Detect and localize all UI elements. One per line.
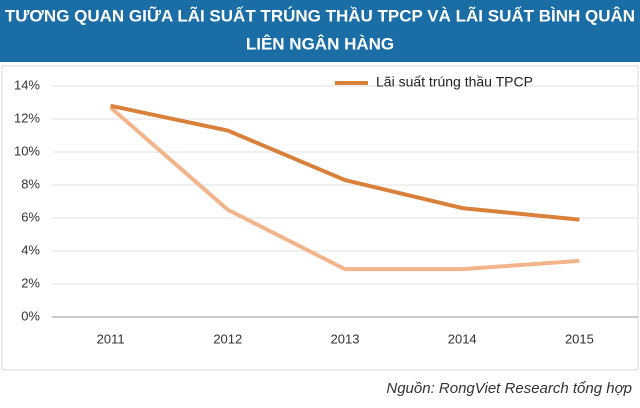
x-tick-label: 2013 — [331, 331, 360, 346]
x-tick-label: 2015 — [565, 331, 594, 346]
y-tick-label: 2% — [21, 275, 40, 290]
y-tick-label: 8% — [21, 176, 40, 191]
series-line — [110, 103, 580, 222]
y-tick-label: 4% — [21, 242, 40, 257]
x-tick-label: 2014 — [448, 331, 477, 346]
y-tick-label: 0% — [21, 308, 40, 323]
y-tick-label: 12% — [14, 110, 40, 125]
legend-label: Lãi suất trúng thầu TPCP — [376, 74, 533, 90]
y-tick-label: 10% — [14, 143, 40, 158]
y-tick-label: 14% — [14, 77, 40, 92]
series-line — [109, 105, 580, 272]
title-band — [0, 0, 640, 62]
chart-subtitle: LIÊN NGÂN HÀNG — [246, 34, 394, 53]
chart-title: TƯƠNG QUAN GIỮA LÃI SUẤT TRÚNG THẦU TPCP… — [5, 5, 635, 25]
source-note: Nguồn: RongViet Research tổng hợp — [386, 380, 632, 397]
x-tick-label: 2011 — [97, 331, 125, 346]
x-tick-label: 2012 — [213, 331, 242, 346]
y-tick-label: 6% — [21, 209, 40, 224]
